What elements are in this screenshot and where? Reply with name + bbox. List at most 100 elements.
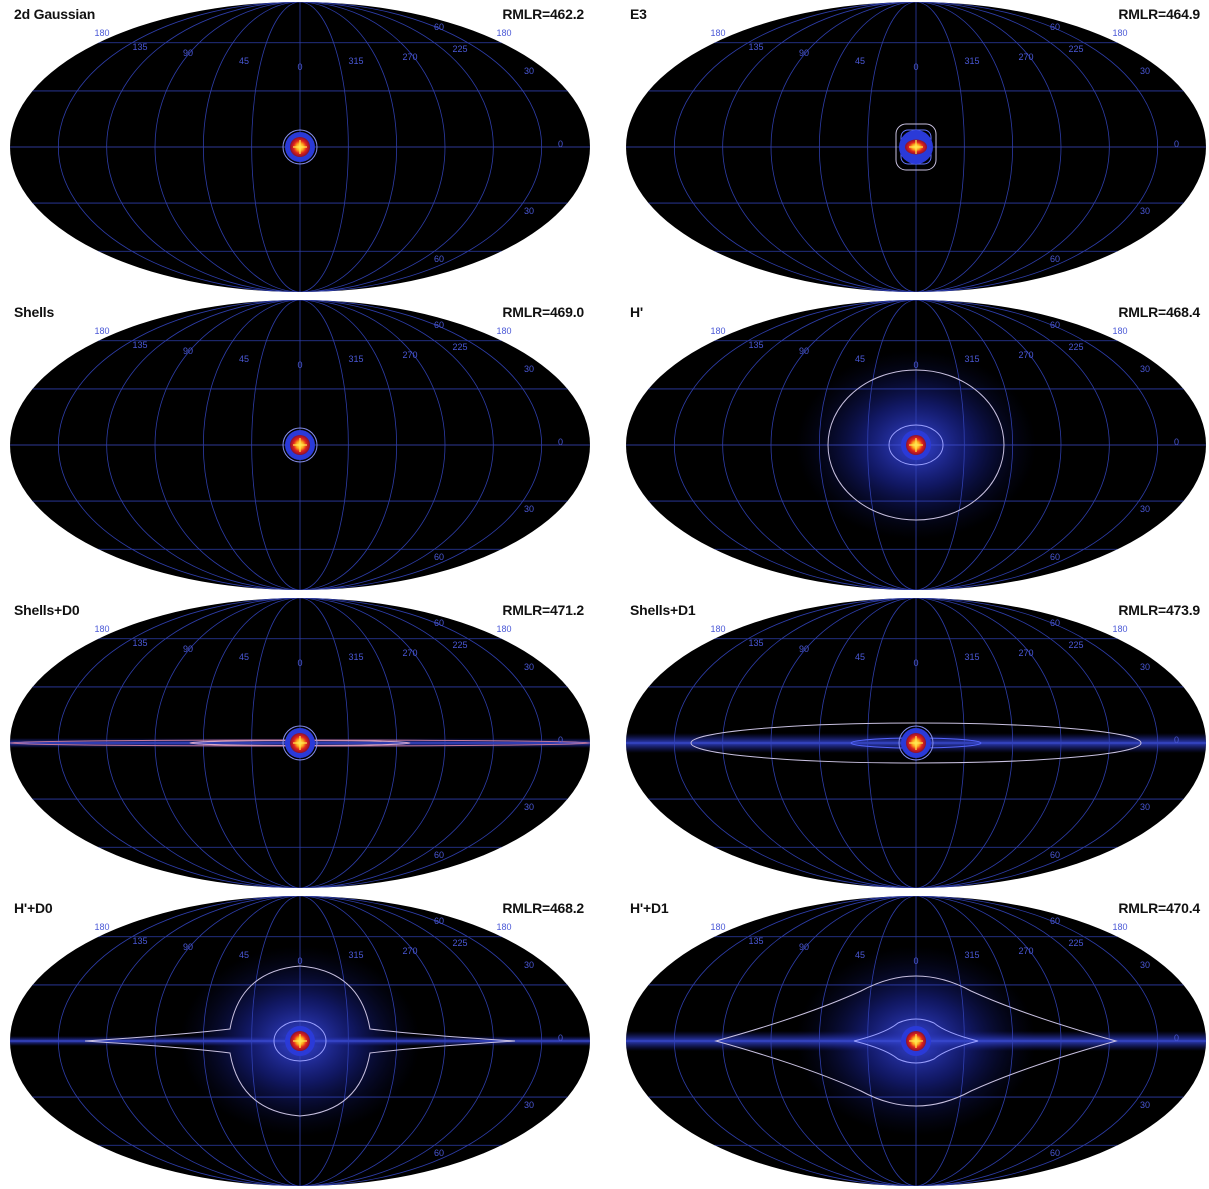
latitude-label: 60 (434, 320, 444, 330)
panel-model-name: 2d Gaussian (14, 6, 96, 22)
longitude-label: 225 (1068, 342, 1083, 352)
longitude-label: 135 (132, 340, 147, 350)
core-crosshair (293, 736, 307, 750)
longitude-label: 45 (855, 652, 865, 662)
longitude-label: 315 (964, 950, 979, 960)
longitude-label: 225 (1068, 640, 1083, 650)
contour-line (690, 722, 1142, 764)
longitude-label: 315 (964, 354, 979, 364)
longitude-label: 0 (913, 360, 918, 370)
longitude-label: 180 (94, 326, 109, 336)
latitude-label: 0 (558, 437, 563, 447)
contour-line (827, 369, 1005, 521)
latitude-label: 60 (434, 254, 444, 264)
mollweide-map: 180 135 90 45 0 315 270 225 180 60 30 0 30 60 (10, 896, 590, 1186)
longitude-label: 270 (1018, 648, 1033, 658)
panel-rmlr-value: RMLR=464.9 (1118, 6, 1200, 22)
latitude-label: 60 (1050, 254, 1060, 264)
longitude-label: 45 (239, 950, 249, 960)
longitude-label: 90 (799, 346, 809, 356)
panel-rmlr-value: RMLR=469.0 (502, 304, 584, 320)
longitude-label: 0 (913, 62, 918, 72)
latitude-label: 30 (1140, 66, 1150, 76)
sky-map-panel: 180 135 90 45 0 315 270 225 180 60 30 0 30 60 H'+D0 RML… (0, 894, 604, 1189)
latitude-label: 30 (1140, 364, 1150, 374)
longitude-label: 315 (964, 652, 979, 662)
latitude-label: 60 (1050, 916, 1060, 926)
latitude-label: 60 (434, 22, 444, 32)
longitude-label: 225 (1068, 938, 1083, 948)
mollweide-map: 180 135 90 45 0 315 270 225 180 60 30 0 30 60 (10, 300, 590, 590)
longitude-label: 180 (94, 624, 109, 634)
graticule (626, 2, 1206, 292)
longitude-label: 90 (183, 48, 193, 58)
contour-line (714, 975, 1118, 1107)
longitude-label: 135 (748, 340, 763, 350)
contour-line (853, 1018, 979, 1064)
panel-rmlr-value: RMLR=462.2 (502, 6, 584, 22)
mollweide-map: 180 135 90 45 0 315 270 225 180 60 30 0 30 60 (626, 2, 1206, 292)
latitude-label: 60 (1050, 552, 1060, 562)
longitude-label: 315 (348, 652, 363, 662)
contour-line (888, 424, 944, 466)
longitude-label: 315 (348, 354, 363, 364)
graticule (626, 300, 1206, 590)
longitude-label: 315 (964, 56, 979, 66)
latitude-label: 30 (524, 504, 534, 514)
latitude-label: 30 (1140, 206, 1150, 216)
core-crosshair (293, 438, 307, 452)
latitude-label: 30 (524, 364, 534, 374)
longitude-label: 180 (710, 624, 725, 634)
longitude-label: 0 (297, 62, 302, 72)
longitude-label: 180 (710, 922, 725, 932)
longitude-label: 0 (297, 658, 302, 668)
longitude-label: 45 (239, 652, 249, 662)
longitude-label: 90 (799, 644, 809, 654)
mollweide-map: 180 135 90 45 0 315 270 225 180 60 30 0 30 60 (10, 2, 590, 292)
longitude-label: 225 (452, 342, 467, 352)
mollweide-map: 180 135 90 45 0 315 270 225 180 60 30 0 30 60 (626, 300, 1206, 590)
sky-map-panel: 180 135 90 45 0 315 270 225 180 60 30 0 30 60 H'+D1 RML… (616, 894, 1209, 1189)
latitude-label: 60 (434, 1148, 444, 1158)
longitude-label: 0 (913, 956, 918, 966)
longitude-label: 270 (402, 52, 417, 62)
panel-model-name: Shells+D0 (14, 602, 80, 618)
latitude-label: 30 (1140, 960, 1150, 970)
longitude-label: 180 (1112, 624, 1127, 634)
longitude-label: 45 (855, 354, 865, 364)
latitude-label: 30 (524, 960, 534, 970)
core-crosshair (909, 438, 923, 452)
latitude-label: 0 (1174, 139, 1179, 149)
latitude-label: 30 (524, 662, 534, 672)
latitude-label: 0 (1174, 1033, 1179, 1043)
latitude-label: 60 (1050, 850, 1060, 860)
latitude-label: 0 (558, 139, 563, 149)
longitude-label: 180 (496, 624, 511, 634)
longitude-label: 225 (452, 938, 467, 948)
sky-map-panel: 180 135 90 45 0 315 270 225 180 60 30 0 30 60 2d Gauss… (0, 0, 604, 295)
sky-map-panel: 180 135 90 45 0 315 270 225 180 60 30 0 30 60 E3 RMLR=4… (616, 0, 1209, 295)
longitude-label: 90 (799, 942, 809, 952)
longitude-label: 45 (855, 56, 865, 66)
longitude-label: 0 (913, 658, 918, 668)
latitude-label: 30 (524, 802, 534, 812)
longitude-label: 0 (297, 360, 302, 370)
longitude-label: 225 (452, 640, 467, 650)
longitude-label: 270 (1018, 350, 1033, 360)
longitude-label: 135 (748, 936, 763, 946)
latitude-label: 30 (524, 1100, 534, 1110)
longitude-label: 90 (183, 644, 193, 654)
core-crosshair (909, 140, 923, 154)
latitude-label: 30 (1140, 802, 1150, 812)
latitude-label: 30 (1140, 662, 1150, 672)
contour-line (282, 427, 318, 463)
latitude-label: 60 (434, 618, 444, 628)
latitude-label: 0 (1174, 437, 1179, 447)
longitude-label: 45 (239, 354, 249, 364)
latitude-label: 0 (558, 735, 563, 745)
longitude-label: 135 (748, 638, 763, 648)
longitude-label: 315 (348, 56, 363, 66)
sky-map-panel: 180 135 90 45 0 315 270 225 180 60 30 0 30 60 H' RMLR=4… (616, 298, 1209, 593)
contour-line (282, 725, 318, 761)
